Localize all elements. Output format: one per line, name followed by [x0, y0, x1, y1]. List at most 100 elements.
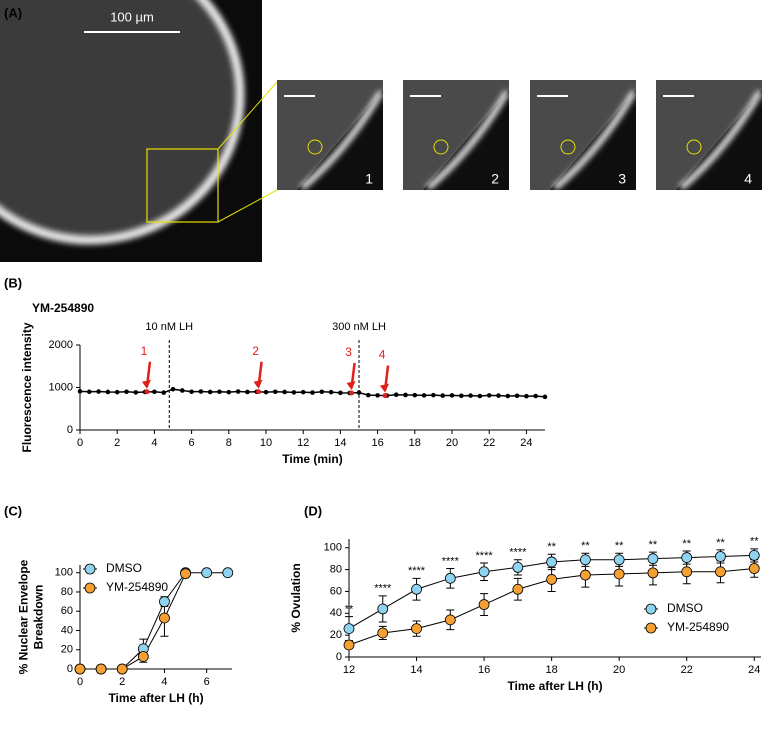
- significance-label: **: [750, 536, 759, 548]
- data-point: [748, 549, 760, 561]
- inset-edge: [676, 90, 762, 190]
- data-point: [715, 551, 726, 562]
- x-tick-label: 24: [520, 437, 532, 449]
- data-point: [715, 566, 726, 578]
- y-axis-label: Breakdown: [32, 585, 46, 650]
- stimulus-label: 300 nM LH: [332, 321, 386, 333]
- data-point: [403, 392, 408, 398]
- data-point: [579, 554, 591, 566]
- legend-marker: [645, 603, 657, 615]
- data-point: [647, 567, 659, 579]
- x-tick-label: 20: [613, 664, 625, 676]
- x-tick-label: 22: [483, 437, 495, 449]
- data-point: [161, 390, 166, 395]
- x-tick-label: 2: [114, 437, 120, 449]
- data-point: [222, 567, 234, 579]
- data-point: [159, 612, 170, 624]
- y-tick-label: 20: [330, 629, 342, 641]
- y-tick-label: 80: [61, 586, 73, 598]
- data-point: [533, 393, 538, 399]
- x-tick-label: 2: [119, 676, 125, 688]
- data-point: [444, 572, 456, 584]
- significance-label: ****: [374, 583, 392, 595]
- y-tick-label: 1000: [49, 381, 73, 393]
- x-axis-label: Time (min): [282, 452, 342, 466]
- y-tick-label: 0: [67, 663, 73, 675]
- legend-marker: [84, 582, 96, 594]
- panel-label: (D): [304, 503, 322, 518]
- x-tick-label: 0: [77, 676, 83, 688]
- oocyte: [0, 0, 245, 245]
- data-point: [377, 627, 389, 639]
- data-point: [542, 394, 548, 400]
- data-point: [263, 389, 269, 395]
- data-point: [310, 390, 315, 395]
- x-tick-label: 6: [189, 437, 195, 449]
- data-point: [478, 566, 490, 578]
- significance-label: ****: [509, 547, 527, 559]
- event-label: 3: [345, 345, 352, 359]
- legend-label: DMSO: [667, 601, 703, 615]
- data-point: [96, 389, 101, 394]
- x-tick-label: 14: [334, 437, 346, 449]
- data-point: [647, 553, 659, 565]
- data-point: [137, 651, 149, 662]
- significance-label: **: [615, 540, 624, 552]
- significance-label: **: [547, 541, 556, 553]
- data-point: [356, 390, 362, 395]
- data-point: [226, 389, 232, 395]
- data-point: [319, 389, 325, 395]
- panel-label: (B): [4, 275, 22, 290]
- significance-label: **: [581, 540, 590, 552]
- x-tick-label: 6: [204, 676, 210, 688]
- data-point: [421, 393, 427, 398]
- data-point: [116, 663, 128, 675]
- y-tick-label: 100: [324, 542, 342, 554]
- data-point: [748, 563, 760, 574]
- inset-number: 3: [618, 171, 626, 187]
- y-tick-label: 40: [330, 607, 342, 619]
- data-point: [133, 390, 139, 395]
- legend-label: YM-254890: [106, 580, 168, 594]
- stimulus-label: 10 nM LH: [145, 321, 193, 333]
- data-point: [207, 389, 213, 395]
- inset-membrane: [426, 90, 510, 191]
- significance-label: **: [682, 538, 691, 550]
- inset-edge: [550, 90, 636, 190]
- inset-edge: [423, 90, 509, 190]
- data-point: [300, 389, 306, 395]
- data-point: [444, 614, 456, 626]
- legend-label: DMSO: [106, 561, 142, 575]
- data-point: [201, 567, 213, 579]
- x-tick-label: 4: [161, 676, 167, 688]
- significance-label: **: [345, 603, 354, 615]
- roi: [433, 139, 449, 155]
- x-tick-label: 16: [478, 664, 490, 676]
- data-point: [505, 393, 511, 399]
- data-point: [478, 599, 490, 610]
- data-point: [514, 393, 520, 399]
- data-point: [468, 393, 473, 398]
- y-axis-label: % Ovulation: [289, 563, 303, 632]
- event-label: 2: [252, 344, 259, 358]
- data-point: [496, 393, 501, 398]
- inset-membrane: [300, 90, 384, 191]
- y-tick-label: 0: [336, 651, 342, 663]
- x-axis-label: Time after LH (h): [507, 679, 602, 693]
- x-tick-label: 18: [409, 437, 421, 449]
- roi: [307, 139, 323, 155]
- x-tick-label: 12: [297, 437, 309, 449]
- data-point: [524, 393, 529, 399]
- data-point: [681, 552, 693, 563]
- data-point: [245, 389, 250, 395]
- x-tick-label: 24: [748, 664, 760, 676]
- x-tick-label: 4: [151, 437, 157, 449]
- data-point: [681, 566, 693, 578]
- data-point: [74, 663, 86, 675]
- data-point: [291, 390, 297, 395]
- y-tick-label: 40: [61, 624, 73, 636]
- data-point: [170, 386, 176, 392]
- x-tick-label: 10: [260, 437, 272, 449]
- chart-subtitle: YM-254890: [32, 301, 94, 315]
